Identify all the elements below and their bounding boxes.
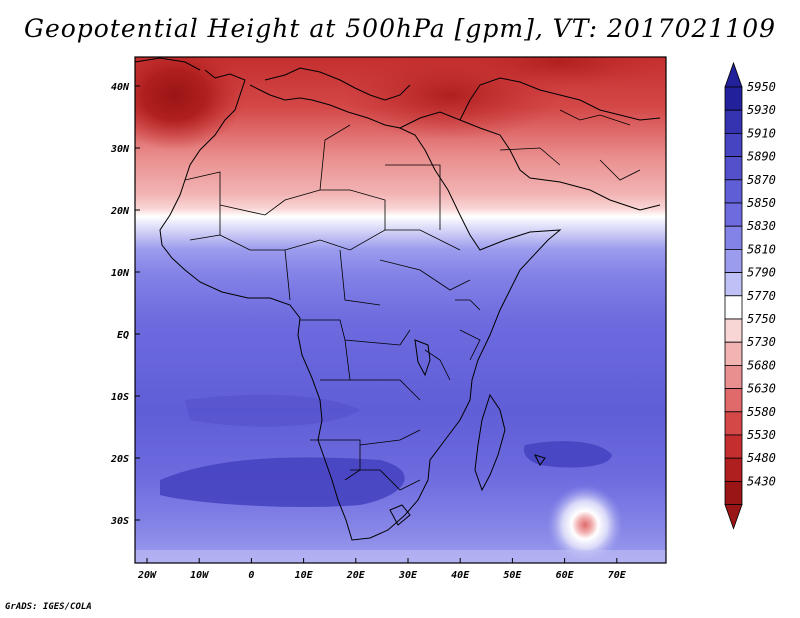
colorbar-segment: [724, 156, 743, 181]
y-tick-label: 10S: [111, 392, 129, 403]
colorbar-segment: [724, 272, 743, 297]
colorbar-segment: [724, 388, 743, 413]
colorbar-segment: [724, 295, 743, 320]
colorbar-label: 5790: [747, 266, 776, 280]
colorbar-bottom-arrow: [724, 504, 743, 530]
colorbar-label: 5730: [747, 335, 776, 349]
y-tick-label: 40N: [111, 82, 130, 93]
x-tick-label: 50E: [503, 570, 522, 581]
y-tick-label: EQ: [117, 330, 129, 341]
colorbar: 5950 5930 5910 5890 5870 5850 5830 5810 5790 5770…: [724, 61, 776, 530]
colorbar-label: 5480: [747, 451, 776, 465]
colorbar-label: 5930: [747, 103, 776, 117]
x-tick-label: 20W: [137, 570, 157, 581]
colorbar-label: 5430: [747, 474, 776, 488]
x-tick-label: 0: [248, 570, 254, 581]
x-tick-label: 10E: [295, 570, 314, 581]
colorbar-segment: [724, 248, 743, 273]
colorbar-segment: [724, 318, 743, 343]
y-tick-label: 20S: [110, 454, 129, 465]
colorbar-segment: [724, 364, 743, 389]
colorbar-segment: [724, 109, 743, 134]
country-borders: [184, 109, 641, 491]
y-tick-label: 10N: [111, 268, 130, 279]
height-field: [135, 57, 666, 563]
axis-ticks: 20W 10W 0 10E 20E 30E 40E 50E 60E 70E 40N 30N 20N 10N…: [110, 82, 627, 581]
grads-credit: GrADS: IGES/COLA: [5, 602, 92, 612]
x-tick-label: 60E: [556, 570, 575, 581]
coastlines: [135, 57, 661, 541]
colorbar-label: 5810: [747, 242, 776, 256]
colorbar-segment: [724, 411, 743, 436]
y-tick-label: 20N: [110, 206, 130, 217]
map-title: Geopotential Height at 500hPa [gpm], VT:…: [23, 14, 777, 43]
y-tick-label: 30S: [110, 516, 129, 527]
x-tick-label: 70E: [608, 570, 627, 581]
colorbar-label: 5870: [747, 173, 776, 187]
x-tick-label: 40E: [451, 570, 470, 581]
colorbar-label: 5830: [747, 219, 776, 233]
colorbar-segment: [724, 86, 743, 111]
colorbar-label: 5910: [747, 126, 776, 140]
plot-frame: [134, 56, 667, 564]
colorbar-label: 5950: [747, 80, 776, 94]
colorbar-segment: [724, 225, 743, 250]
colorbar-label: 5750: [747, 312, 776, 326]
colorbar-segment: [724, 132, 743, 157]
colorbar-label: 5630: [747, 382, 776, 396]
colorbar-segment: [724, 480, 743, 505]
colorbar-segment: [724, 457, 743, 482]
colorbar-label: 5770: [747, 289, 776, 303]
colorbar-label: 5580: [747, 405, 776, 419]
colorbar-label: 5890: [747, 150, 776, 164]
colorbar-segment: [724, 202, 743, 227]
colorbar-label: 5530: [747, 428, 776, 442]
colorbar-segment: [724, 434, 743, 459]
colorbar-segment: [724, 179, 743, 204]
colorbar-label: 5680: [747, 358, 776, 372]
colorbar-top-arrow: [724, 61, 743, 88]
x-tick-label: 20E: [346, 570, 366, 581]
colorbar-label: 5850: [747, 196, 776, 210]
x-tick-label: 30E: [398, 570, 418, 581]
colorbar-segment: [724, 341, 743, 366]
y-tick-label: 30N: [110, 144, 130, 155]
x-tick-label: 10W: [190, 570, 209, 581]
